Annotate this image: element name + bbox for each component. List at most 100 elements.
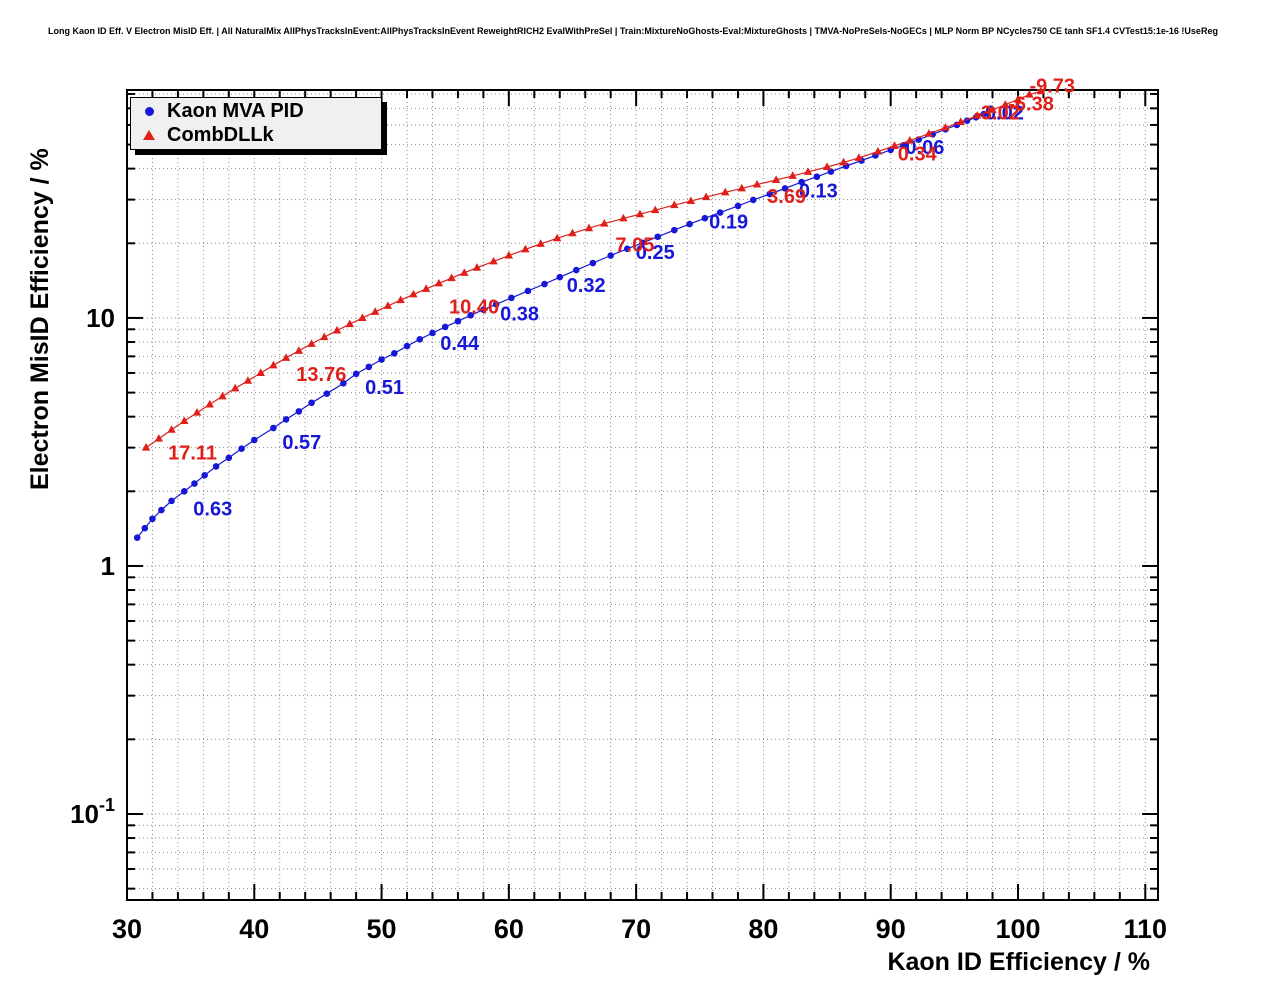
data-point-marker — [584, 223, 594, 232]
data-point-marker — [803, 167, 813, 175]
data-point-marker — [281, 353, 291, 361]
cut-value-label: 0.02 — [985, 102, 1024, 124]
data-point-marker — [600, 219, 609, 227]
data-point-marker — [180, 416, 189, 425]
data-point-marker — [340, 380, 347, 387]
data-point-marker — [781, 185, 789, 192]
data-point-marker — [553, 233, 562, 242]
data-point-marker — [988, 105, 997, 113]
data-point-marker — [460, 268, 469, 276]
data-point-marker — [192, 408, 202, 416]
legend-marker-cell — [131, 107, 167, 117]
cut-value-label: 0.63 — [193, 498, 232, 520]
x-tick-labels: 30 40 50 60 70 80 90 100 110 — [112, 914, 1167, 944]
svg-text:100: 100 — [995, 914, 1040, 944]
data-point-marker — [212, 463, 220, 470]
data-point-marker — [521, 244, 530, 253]
data-point-marker — [180, 488, 188, 495]
svg-text:30: 30 — [112, 914, 142, 944]
data-point-marker — [307, 339, 316, 347]
data-point-marker — [941, 123, 950, 131]
cut-value-label: 10.40 — [449, 297, 499, 319]
cut-value-label: 0.25 — [636, 242, 675, 264]
cut-value-label: 0.51 — [365, 377, 404, 399]
cut-value-label: 0.38 — [500, 303, 539, 325]
plot-frame — [126, 89, 1159, 901]
data-point-marker — [607, 252, 614, 259]
cut-value-label: 0.19 — [709, 212, 748, 234]
data-point-marker — [390, 350, 398, 357]
data-point-marker — [589, 259, 597, 267]
axis-ticks — [126, 90, 1158, 900]
data-point-marker — [752, 179, 762, 188]
data-point-marker — [191, 480, 198, 487]
blue-circle-marker-icon — [144, 107, 154, 117]
data-point-marker — [205, 399, 214, 408]
cut-value-label: 13.76 — [296, 364, 346, 386]
data-point-marker — [508, 294, 515, 302]
data-point-marker — [371, 307, 380, 315]
series-0: 0.63 0.57 0.51 0.44 0.38 0.32 0.25 0.19 0.13 0.06… — [133, 102, 1024, 542]
data-point-marker — [332, 325, 342, 334]
data-point-marker — [403, 342, 411, 350]
data-point-marker — [378, 356, 385, 363]
data-point-marker — [434, 278, 444, 287]
y-tick-labels: 10 1 10-1 — [70, 303, 115, 829]
data-point-marker — [447, 273, 456, 282]
data-point-marker — [798, 178, 805, 186]
data-point-marker — [480, 306, 487, 313]
data-point-marker — [1013, 94, 1023, 103]
svg-text:110: 110 — [1123, 914, 1167, 944]
data-point-marker — [737, 183, 746, 192]
data-point-marker — [492, 301, 500, 308]
data-point-marker — [154, 434, 164, 442]
data-point-marker — [365, 363, 373, 371]
cut-value-label: 0.57 — [282, 432, 321, 454]
cut-value-label: 0.34 — [898, 144, 938, 166]
legend: Kaon MVA PID CombDLLk — [130, 97, 382, 150]
svg-text:70: 70 — [621, 914, 651, 944]
data-point-marker — [225, 454, 233, 462]
data-point-marker — [635, 209, 645, 218]
data-point-marker — [141, 524, 149, 532]
data-point-marker — [839, 157, 848, 166]
data-point-marker — [238, 445, 245, 453]
data-point-marker — [956, 117, 965, 125]
data-point-marker — [256, 368, 265, 376]
data-point-marker — [639, 239, 646, 247]
data-point-marker — [441, 323, 449, 331]
data-point-marker — [230, 383, 240, 392]
red-triangle-marker-icon — [143, 130, 155, 141]
cut-value-label: 0.13 — [799, 181, 838, 203]
data-point-marker — [201, 472, 208, 479]
data-point-marker — [734, 202, 742, 210]
data-point-marker — [269, 360, 278, 369]
data-point-marker — [721, 187, 730, 196]
data-point-marker — [686, 220, 693, 228]
cut-value-label: 3.69 — [767, 186, 806, 208]
data-point-marker — [270, 424, 277, 432]
cut-value-label: 0.44 — [440, 333, 480, 355]
data-point-marker — [218, 391, 227, 400]
data-point-marker — [788, 171, 797, 179]
data-point-marker — [352, 370, 360, 378]
data-point-marker — [701, 214, 709, 222]
data-point-marker — [524, 287, 532, 295]
series-0-line — [136, 113, 984, 539]
cut-value-label: 0.06 — [905, 137, 944, 159]
svg-text:10: 10 — [86, 303, 115, 333]
data-point-marker — [651, 205, 660, 214]
svg-text:40: 40 — [239, 914, 269, 944]
data-point-marker — [716, 209, 724, 216]
svg-text:80: 80 — [748, 914, 778, 944]
data-point-marker — [396, 295, 405, 304]
data-point-marker — [749, 196, 757, 204]
svg-text:90: 90 — [876, 914, 906, 944]
data-point-marker — [854, 153, 864, 161]
data-point-marker — [541, 280, 548, 288]
data-point-marker — [421, 284, 431, 292]
svg-text:50: 50 — [367, 914, 397, 944]
data-point-marker — [383, 301, 393, 309]
cut-value-label: 7.05 — [615, 234, 654, 256]
